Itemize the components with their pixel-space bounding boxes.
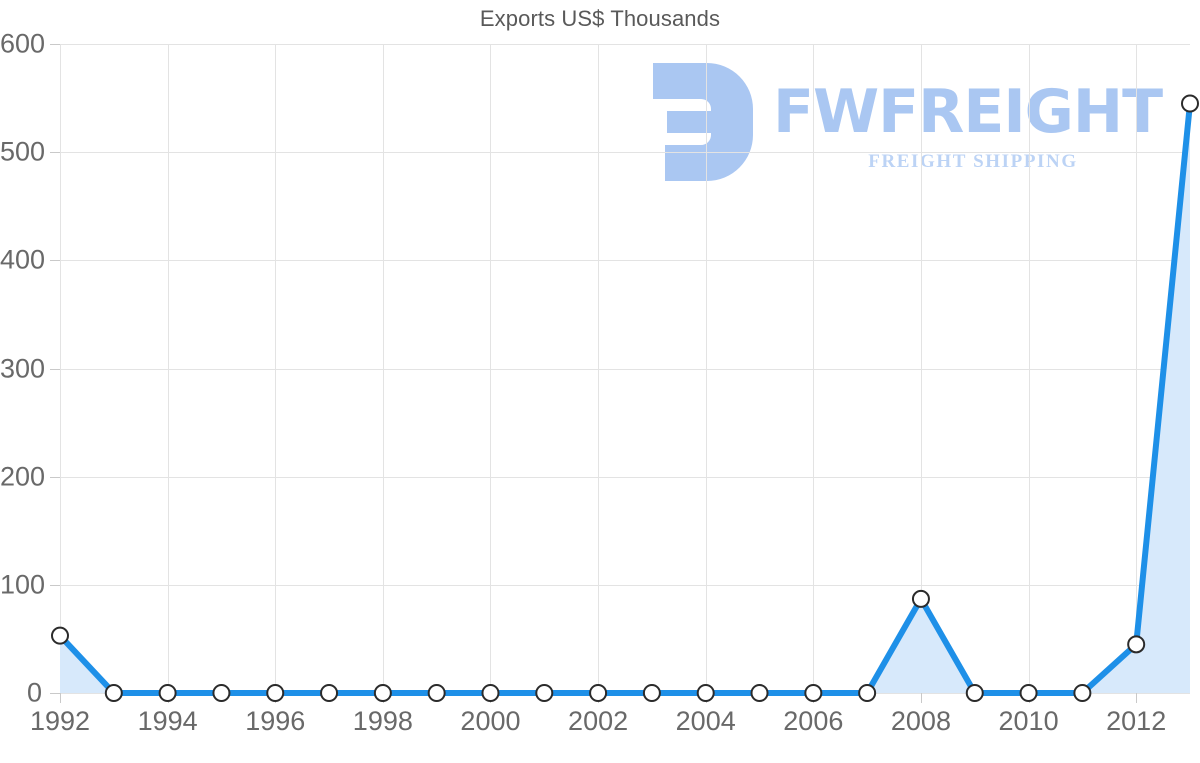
data-point-marker[interactable] [750, 684, 769, 702]
data-point-marker[interactable] [320, 684, 339, 702]
x-axis-tick-label: 1998 [352, 706, 413, 736]
x-axis-tick-label: 1996 [245, 706, 306, 736]
y-axis-tick-label: 100 [0, 569, 46, 600]
data-point-marker[interactable] [696, 684, 715, 702]
data-point-marker[interactable] [1127, 635, 1146, 654]
grid-lines [50, 44, 1190, 703]
y-axis-tick-label: 300 [0, 353, 46, 383]
data-point-marker[interactable] [481, 684, 500, 702]
data-point-marker[interactable] [589, 684, 608, 702]
data-point-marker[interactable] [911, 589, 930, 608]
data-point-marker[interactable] [51, 626, 69, 645]
series-markers [51, 94, 1199, 702]
series-layer [57, 100, 1193, 696]
data-point-marker[interactable] [1019, 684, 1038, 702]
y-axis-tick-label: 600 [0, 28, 46, 59]
data-point-marker[interactable] [104, 684, 123, 702]
x-axis-tick-label: 2012 [1106, 706, 1167, 736]
data-point-marker[interactable] [965, 684, 984, 702]
data-point-marker[interactable] [158, 684, 177, 702]
data-point-marker[interactable] [212, 684, 231, 702]
x-axis-tick-label: 2004 [675, 706, 736, 736]
data-point-marker[interactable] [535, 684, 554, 702]
data-point-marker[interactable] [642, 684, 661, 702]
x-axis-tick-label: 2008 [890, 706, 951, 736]
x-axis-tick-label: 2010 [998, 706, 1059, 736]
chart-title: Exports US$ Thousands [479, 6, 721, 31]
data-point-marker[interactable] [1073, 684, 1092, 702]
x-axis-tick-label: 2006 [783, 706, 844, 736]
x-axis-tick-label: 1994 [137, 706, 198, 736]
x-axis-tick-label: 2002 [568, 706, 629, 736]
data-point-marker[interactable] [427, 684, 446, 702]
y-axis-tick-label: 500 [0, 136, 46, 167]
x-axis-tick-label: 2000 [460, 706, 521, 736]
series-area-fill [60, 103, 1190, 694]
data-point-marker[interactable] [858, 684, 877, 702]
y-axis-tick-label: 400 [0, 244, 46, 275]
data-point-marker[interactable] [804, 684, 823, 702]
y-axis-tick-label: 0 [26, 677, 42, 708]
data-point-marker[interactable] [266, 684, 285, 702]
series-line [57, 100, 1193, 696]
data-point-marker[interactable] [373, 684, 392, 702]
data-point-marker[interactable] [1181, 94, 1199, 113]
y-axis-tick-label: 200 [0, 461, 46, 492]
x-axis-tick-label: 1992 [29, 706, 91, 736]
